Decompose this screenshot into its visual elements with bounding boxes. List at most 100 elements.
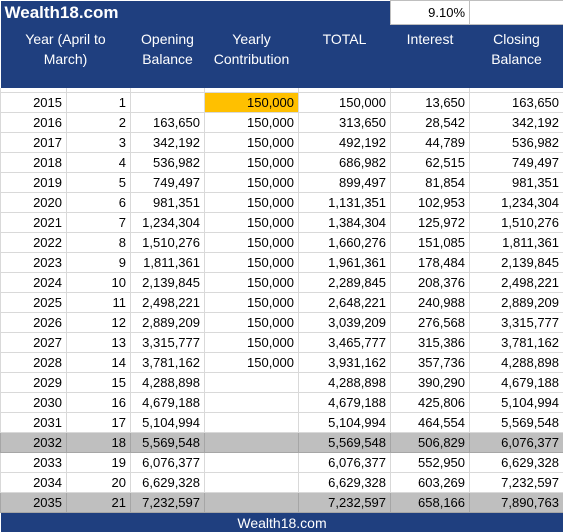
opening-balance-cell[interactable]: 7,232,597 xyxy=(131,493,205,513)
contribution-cell[interactable]: 150,000 xyxy=(205,213,299,233)
year-cell[interactable]: 2033 xyxy=(1,453,67,473)
closing-balance-cell[interactable]: 3,781,162 xyxy=(470,333,563,353)
year-cell[interactable]: 2029 xyxy=(1,373,67,393)
opening-balance-cell[interactable]: 4,679,188 xyxy=(131,393,205,413)
year-cell[interactable]: 2030 xyxy=(1,393,67,413)
closing-balance-cell[interactable]: 6,076,377 xyxy=(470,433,563,453)
contribution-cell[interactable] xyxy=(205,493,299,513)
index-cell[interactable]: 14 xyxy=(67,353,131,373)
interest-cell[interactable]: 603,269 xyxy=(391,473,470,493)
contribution-cell[interactable]: 150,000 xyxy=(205,113,299,133)
closing-balance-cell[interactable]: 7,232,597 xyxy=(470,473,563,493)
contribution-cell[interactable]: 150,000 xyxy=(205,293,299,313)
closing-balance-cell[interactable]: 2,139,845 xyxy=(470,253,563,273)
index-cell[interactable]: 21 xyxy=(67,493,131,513)
interest-cell[interactable]: 658,166 xyxy=(391,493,470,513)
opening-balance-cell[interactable]: 2,139,845 xyxy=(131,273,205,293)
contribution-cell[interactable]: 150,000 xyxy=(205,133,299,153)
interest-cell[interactable]: 13,650 xyxy=(391,93,470,113)
index-cell[interactable]: 11 xyxy=(67,293,131,313)
interest-cell[interactable]: 125,972 xyxy=(391,213,470,233)
interest-cell[interactable]: 506,829 xyxy=(391,433,470,453)
closing-balance-cell[interactable]: 3,315,777 xyxy=(470,313,563,333)
interest-cell[interactable]: 552,950 xyxy=(391,453,470,473)
contribution-cell[interactable] xyxy=(205,373,299,393)
contribution-cell[interactable]: 150,000 xyxy=(205,233,299,253)
total-cell[interactable]: 899,497 xyxy=(299,173,391,193)
year-cell[interactable]: 2027 xyxy=(1,333,67,353)
index-cell[interactable]: 4 xyxy=(67,153,131,173)
total-cell[interactable]: 1,384,304 xyxy=(299,213,391,233)
year-cell[interactable]: 2022 xyxy=(1,233,67,253)
closing-balance-cell[interactable]: 536,982 xyxy=(470,133,563,153)
opening-balance-cell[interactable]: 981,351 xyxy=(131,193,205,213)
total-cell[interactable]: 1,961,361 xyxy=(299,253,391,273)
index-cell[interactable]: 9 xyxy=(67,253,131,273)
index-cell[interactable]: 7 xyxy=(67,213,131,233)
closing-balance-cell[interactable]: 4,288,898 xyxy=(470,353,563,373)
total-cell[interactable]: 686,982 xyxy=(299,153,391,173)
total-cell[interactable]: 7,232,597 xyxy=(299,493,391,513)
closing-balance-cell[interactable]: 1,510,276 xyxy=(470,213,563,233)
total-cell[interactable]: 2,648,221 xyxy=(299,293,391,313)
closing-balance-cell[interactable]: 2,498,221 xyxy=(470,273,563,293)
year-cell[interactable]: 2015 xyxy=(1,93,67,113)
total-cell[interactable]: 5,104,994 xyxy=(299,413,391,433)
total-cell[interactable]: 150,000 xyxy=(299,93,391,113)
index-cell[interactable]: 12 xyxy=(67,313,131,333)
total-cell[interactable]: 6,629,328 xyxy=(299,473,391,493)
interest-cell[interactable]: 151,085 xyxy=(391,233,470,253)
total-cell[interactable]: 3,931,162 xyxy=(299,353,391,373)
interest-cell[interactable]: 357,736 xyxy=(391,353,470,373)
closing-balance-cell[interactable]: 5,569,548 xyxy=(470,413,563,433)
total-cell[interactable]: 1,660,276 xyxy=(299,233,391,253)
year-cell[interactable]: 2026 xyxy=(1,313,67,333)
contribution-cell[interactable]: 150,000 xyxy=(205,93,299,113)
closing-balance-cell[interactable]: 749,497 xyxy=(470,153,563,173)
year-cell[interactable]: 2016 xyxy=(1,113,67,133)
year-cell[interactable]: 2025 xyxy=(1,293,67,313)
year-cell[interactable]: 2024 xyxy=(1,273,67,293)
year-cell[interactable]: 2019 xyxy=(1,173,67,193)
opening-balance-cell[interactable]: 3,315,777 xyxy=(131,333,205,353)
interest-cell[interactable]: 425,806 xyxy=(391,393,470,413)
index-cell[interactable]: 1 xyxy=(67,93,131,113)
index-cell[interactable]: 18 xyxy=(67,433,131,453)
opening-balance-cell[interactable]: 4,288,898 xyxy=(131,373,205,393)
opening-balance-cell[interactable]: 2,889,209 xyxy=(131,313,205,333)
interest-cell[interactable]: 44,789 xyxy=(391,133,470,153)
contribution-cell[interactable]: 150,000 xyxy=(205,333,299,353)
contribution-cell[interactable]: 150,000 xyxy=(205,353,299,373)
closing-balance-cell[interactable]: 1,234,304 xyxy=(470,193,563,213)
contribution-cell[interactable] xyxy=(205,393,299,413)
contribution-cell[interactable]: 150,000 xyxy=(205,193,299,213)
interest-cell[interactable]: 62,515 xyxy=(391,153,470,173)
closing-balance-cell[interactable]: 1,811,361 xyxy=(470,233,563,253)
opening-balance-cell[interactable]: 1,811,361 xyxy=(131,253,205,273)
opening-balance-cell[interactable]: 6,629,328 xyxy=(131,473,205,493)
total-cell[interactable]: 2,289,845 xyxy=(299,273,391,293)
total-cell[interactable]: 313,650 xyxy=(299,113,391,133)
interest-cell[interactable]: 81,854 xyxy=(391,173,470,193)
interest-cell[interactable]: 464,554 xyxy=(391,413,470,433)
total-cell[interactable]: 6,076,377 xyxy=(299,453,391,473)
year-cell[interactable]: 2032 xyxy=(1,433,67,453)
total-cell[interactable]: 5,569,548 xyxy=(299,433,391,453)
interest-cell[interactable]: 208,376 xyxy=(391,273,470,293)
contribution-cell[interactable]: 150,000 xyxy=(205,173,299,193)
opening-balance-cell[interactable]: 342,192 xyxy=(131,133,205,153)
contribution-cell[interactable]: 150,000 xyxy=(205,253,299,273)
index-cell[interactable]: 6 xyxy=(67,193,131,213)
interest-cell[interactable]: 390,290 xyxy=(391,373,470,393)
index-cell[interactable]: 3 xyxy=(67,133,131,153)
contribution-cell[interactable]: 150,000 xyxy=(205,273,299,293)
index-cell[interactable]: 20 xyxy=(67,473,131,493)
interest-cell[interactable]: 102,953 xyxy=(391,193,470,213)
total-cell[interactable]: 4,679,188 xyxy=(299,393,391,413)
interest-rate-cell[interactable]: 9.10% xyxy=(391,1,470,25)
index-cell[interactable]: 19 xyxy=(67,453,131,473)
empty-cell[interactable] xyxy=(470,1,563,25)
opening-balance-cell[interactable]: 1,234,304 xyxy=(131,213,205,233)
year-cell[interactable]: 2034 xyxy=(1,473,67,493)
year-cell[interactable]: 2028 xyxy=(1,353,67,373)
